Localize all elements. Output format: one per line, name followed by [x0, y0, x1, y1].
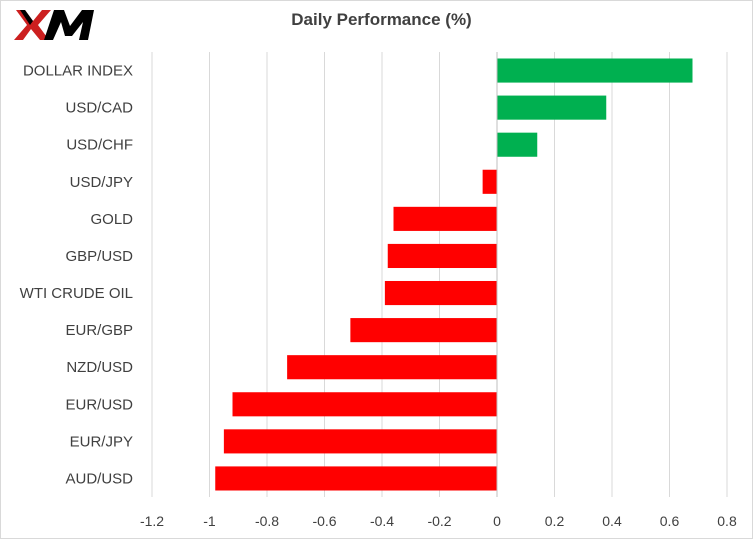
category-label: WTI CRUDE OIL [20, 285, 133, 302]
x-tick-label: 0.2 [545, 513, 565, 529]
category-label: EUR/JPY [70, 433, 133, 450]
xm-logo [14, 6, 106, 49]
category-label: USD/JPY [70, 174, 133, 191]
bar [387, 243, 497, 269]
x-tick-label: -0.6 [312, 513, 336, 529]
bar [215, 466, 497, 491]
category-label: DOLLAR INDEX [23, 63, 133, 80]
x-tick-label: -0.2 [427, 513, 451, 529]
x-tick-label: -1.2 [140, 513, 164, 529]
category-label: USD/CAD [65, 100, 133, 117]
x-tick-label: 0.6 [660, 513, 680, 529]
bar [350, 318, 497, 343]
category-label: NZD/USD [66, 359, 133, 376]
category-label: GOLD [90, 211, 133, 228]
category-label: EUR/GBP [65, 322, 133, 339]
category-label: AUD/USD [65, 470, 133, 487]
xm-logo-graphic [14, 10, 94, 40]
bar [232, 392, 497, 417]
category-label: USD/CHF [66, 137, 133, 154]
category-label: EUR/USD [65, 396, 133, 413]
category-label: GBP/USD [65, 248, 133, 265]
x-tick-label: -0.4 [370, 513, 394, 529]
x-tick-label: -0.8 [255, 513, 279, 529]
bar [482, 169, 497, 194]
bar [497, 132, 538, 157]
x-tick-label: 0.4 [602, 513, 622, 529]
bar [287, 355, 497, 380]
bar [497, 95, 607, 120]
x-tick-label: -1 [203, 513, 216, 529]
x-tick-label: 0.8 [717, 513, 737, 529]
bar [393, 206, 497, 231]
chart-title: Daily Performance (%) [291, 10, 472, 29]
bar [223, 429, 497, 454]
x-tick-label: 0 [493, 513, 501, 529]
bar [497, 58, 693, 83]
bar [384, 280, 497, 306]
